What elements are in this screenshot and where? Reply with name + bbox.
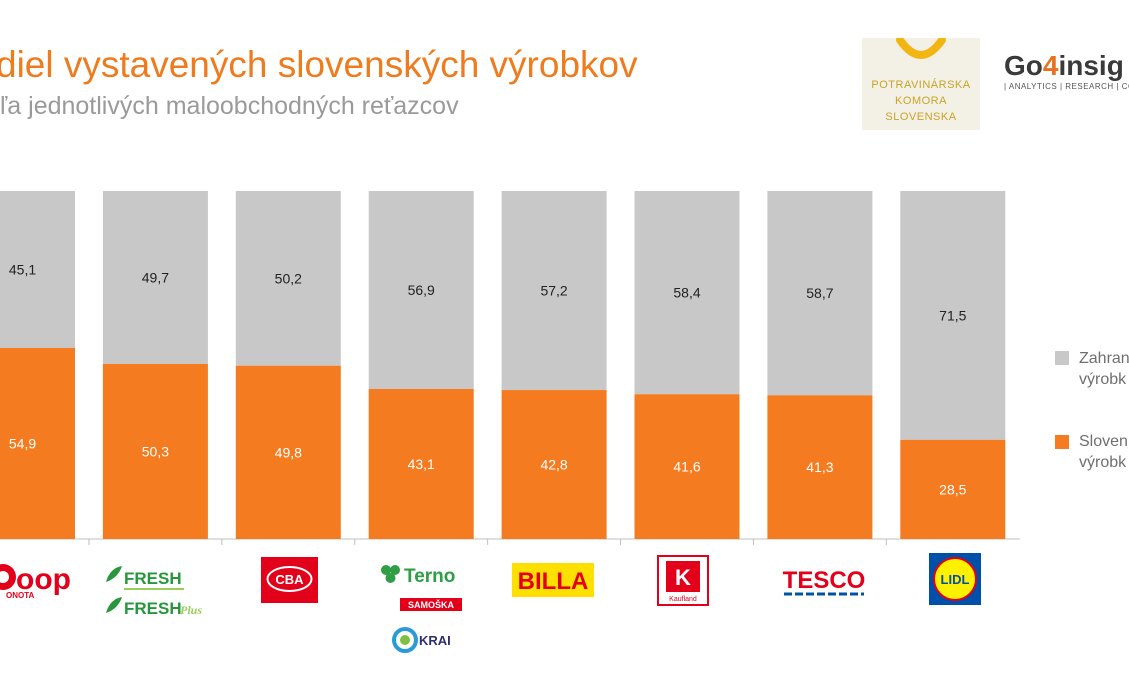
terno-clover-icon: [381, 565, 391, 575]
bar-slovak-3: [368, 389, 474, 539]
bar-foreign-5: [634, 191, 740, 395]
fresh-plus-logo-text: FRESH: [124, 599, 182, 618]
data-label-slovak-2: 49,8: [275, 444, 302, 460]
terno-logo-text: Terno: [404, 566, 455, 587]
fresh-plus-leaf-icon: [106, 597, 122, 613]
terno-clover-icon-3: [385, 573, 396, 583]
legend-swatch-slovak: [1055, 435, 1069, 449]
fresh-plus-suffix: Plus: [180, 603, 202, 617]
go4-brand-a: Go: [1004, 50, 1043, 81]
data-label-slovak-0: 54,9: [9, 435, 36, 451]
data-label-foreign-1: 49,7: [142, 269, 169, 285]
fresh-underline: [124, 588, 184, 590]
tesco-logo-text: TESCO: [783, 567, 866, 594]
bar-foreign-2: [235, 191, 341, 366]
bar-foreign-1: [102, 191, 208, 364]
data-label-slovak-7: 28,5: [939, 481, 966, 497]
legend-foreign-line1: Zahran: [1079, 350, 1129, 367]
bars-group: 45,1 54,9 49,7 50,3 50,2 49,8 56,9 43,1 57,2 42,8…: [0, 191, 1006, 539]
bar-foreign-7: [900, 191, 1006, 440]
bar-slovak-4: [501, 390, 607, 539]
bar-slovak-6: [767, 395, 873, 539]
coop-logo-text: oop: [16, 563, 71, 596]
cba-logo: CBA: [261, 557, 318, 603]
billa-logo-box: [512, 563, 594, 597]
pks-line3: SLOVENSKA: [885, 111, 956, 123]
go4-tagline: | ANALYTICS | RESEARCH | CO: [1004, 82, 1129, 91]
krai-ring-icon: [392, 627, 418, 653]
data-label-slovak-3: 43,1: [408, 456, 435, 472]
kaufland-logo: K Kaufland: [657, 555, 709, 606]
bar-slovak-7: [900, 439, 1006, 539]
potravinarska-komora-logo: POTRAVINÁRSKA KOMORA SLOVENSKA: [862, 36, 980, 130]
lidl-logo-text: LIDL: [941, 572, 970, 587]
pks-logo-graphic: POTRAVINÁRSKA KOMORA SLOVENSKA: [871, 36, 970, 123]
samoska-logo-text: SAMOŠKA: [408, 599, 455, 610]
fresh-leaf-icon: [106, 566, 122, 582]
legend-slovak-line1: Sloven: [1079, 433, 1128, 450]
cba-logo-text: CBA: [275, 572, 304, 587]
x-axis-ticks: [88, 539, 887, 545]
krai-logo: KRAI: [392, 627, 451, 653]
fresh-logo-text: FRESH: [124, 569, 182, 588]
lidl-logo: LIDL: [929, 553, 981, 605]
coop-o-mark-inner: [0, 571, 9, 583]
samoska-logo: SAMOŠKA: [400, 598, 462, 611]
pks-line1: POTRAVINÁRSKA: [871, 78, 970, 91]
data-label-foreign-2: 50,2: [275, 270, 302, 286]
krai-ring-icon-2: [400, 635, 410, 645]
bar-foreign-0: [0, 191, 75, 348]
data-label-slovak-1: 50,3: [142, 443, 169, 459]
data-label-foreign-5: 58,4: [673, 285, 700, 301]
billa-logo-text: BILLA: [518, 568, 589, 595]
data-label-foreign-3: 56,9: [408, 282, 435, 298]
go4insight-logo: Go4insig | ANALYTICS | RESEARCH | CO: [1004, 50, 1129, 91]
chart-subtitle: ľa jednotlivých maloobchodných reťazcov: [0, 92, 459, 120]
pks-line2: KOMORA: [895, 95, 947, 107]
terno-logo: Terno: [381, 565, 455, 587]
chart-title: diel vystavených slovenských výrobkov: [0, 44, 638, 85]
bar-slovak-1: [102, 363, 208, 539]
coop-jednota-logo: oop ONOTA: [0, 563, 71, 600]
data-label-foreign-4: 57,2: [540, 283, 567, 299]
go4-brand-c: insig: [1058, 50, 1124, 81]
samoska-logo-box: [400, 598, 462, 611]
bar-foreign-3: [368, 191, 474, 390]
cba-logo-box: [261, 557, 318, 603]
legend-swatch-foreign: [1055, 351, 1069, 365]
data-label-slovak-4: 42,8: [540, 457, 567, 473]
go4-brand-b: 4: [1042, 50, 1059, 81]
coop-logo-sub: ONOTA: [6, 591, 35, 600]
fresh-logo: FRESH FRESH Plus: [106, 566, 202, 618]
bar-slovak-0: [0, 347, 75, 539]
data-label-foreign-0: 45,1: [9, 261, 36, 277]
bar-foreign-4: [501, 191, 607, 391]
bar-slovak-2: [235, 365, 341, 539]
billa-logo: BILLA: [512, 563, 594, 597]
kaufland-logo-text: Kaufland: [669, 596, 697, 603]
data-label-slovak-5: 41,6: [673, 459, 700, 475]
kaufland-logo-mark: [666, 561, 700, 592]
data-label-slovak-6: 41,3: [806, 459, 833, 475]
tesco-logo: TESCO: [783, 567, 866, 596]
cba-logo-ring: [266, 566, 313, 592]
kaufland-logo-letter: K: [675, 565, 691, 590]
data-label-foreign-7: 71,5: [939, 307, 966, 323]
krai-logo-text: KRAI: [419, 633, 451, 648]
bar-slovak-5: [634, 394, 740, 539]
bar-foreign-6: [767, 191, 873, 396]
legend-slovak-line2: výrobk: [1079, 454, 1127, 471]
lidl-logo-circle: [933, 557, 977, 601]
legend-foreign-line2: výrobk: [1079, 371, 1127, 388]
terno-clover-icon-2: [390, 565, 400, 575]
data-label-foreign-6: 58,7: [806, 285, 833, 301]
